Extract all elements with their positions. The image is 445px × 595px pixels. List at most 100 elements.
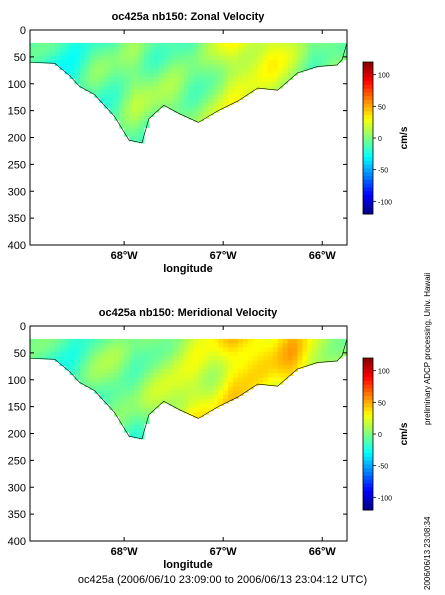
velocity-cell	[34, 51, 41, 57]
velocity-cell	[267, 356, 274, 361]
colorbar-segment	[363, 164, 373, 169]
velocity-cell	[233, 68, 239, 74]
velocity-cell	[218, 386, 224, 392]
velocity-cell	[332, 55, 338, 61]
velocity-cell	[158, 343, 165, 349]
velocity-cell	[134, 416, 140, 422]
colorbar-segment	[363, 77, 373, 82]
velocity-cell	[287, 68, 294, 74]
velocity-cell	[114, 373, 120, 379]
velocity-cell	[119, 77, 125, 83]
velocity-cell	[198, 90, 204, 96]
velocity-cell	[138, 111, 145, 117]
velocity-cell	[104, 77, 110, 83]
velocity-cell	[124, 64, 130, 70]
velocity-cell	[148, 403, 155, 409]
colorbar-segment	[363, 149, 373, 154]
velocity-cell	[208, 407, 214, 412]
velocity-cell	[208, 369, 214, 374]
velocity-cell	[292, 351, 299, 357]
velocity-cell	[74, 64, 81, 70]
velocity-cell	[173, 351, 180, 357]
velocity-cell	[79, 338, 86, 344]
velocity-cell	[138, 412, 145, 417]
velocity-cell	[94, 68, 100, 74]
velocity-cell	[218, 103, 224, 108]
colorbar-segment	[363, 369, 373, 374]
velocity-cell	[193, 68, 200, 74]
velocity-cell	[178, 55, 185, 61]
velocity-cell	[267, 351, 274, 357]
velocity-cell	[188, 116, 195, 120]
velocity-cell	[208, 60, 214, 65]
velocity-cell	[129, 103, 135, 108]
velocity-cell	[267, 64, 274, 70]
velocity-cell	[114, 399, 120, 404]
velocity-cell	[213, 386, 219, 392]
velocity-cell	[193, 111, 200, 117]
velocity-cell	[208, 343, 214, 349]
velocity-cell	[223, 47, 229, 53]
velocity-cell	[173, 364, 180, 370]
velocity-cell	[213, 81, 219, 87]
velocity-cell	[342, 51, 348, 57]
velocity-cell	[193, 60, 200, 65]
velocity-cell	[262, 373, 269, 379]
velocity-cell	[143, 42, 150, 48]
velocity-cell	[198, 343, 204, 349]
velocity-cell	[277, 364, 284, 370]
velocity-cell	[178, 85, 185, 91]
colorbar-segment	[363, 475, 373, 481]
velocity-cell	[183, 103, 190, 108]
velocity-cell	[134, 137, 140, 143]
velocity-cell	[109, 51, 115, 57]
velocity-cell	[119, 390, 125, 396]
velocity-cell	[69, 60, 76, 65]
velocity-cell	[238, 338, 244, 344]
velocity-cell	[168, 356, 175, 361]
chart-title: oc425a nb150: Zonal Velocity	[112, 11, 266, 23]
velocity-cell	[188, 51, 195, 57]
velocity-cell	[238, 381, 244, 387]
velocity-cell	[153, 73, 160, 78]
velocity-cell	[193, 85, 200, 91]
velocity-cell	[203, 42, 209, 48]
velocity-cell	[119, 85, 125, 91]
velocity-cell	[134, 77, 140, 83]
velocity-cell	[114, 51, 120, 57]
velocity-cell	[124, 85, 130, 91]
velocity-cell	[282, 73, 289, 78]
velocity-cell	[168, 85, 175, 91]
velocity-field	[30, 42, 348, 144]
velocity-cell	[89, 338, 95, 344]
velocity-cell	[332, 347, 338, 353]
velocity-cell	[49, 55, 56, 61]
velocity-cell	[138, 90, 145, 96]
velocity-cell	[148, 60, 155, 65]
velocity-cell	[59, 47, 66, 53]
velocity-cell	[153, 94, 160, 100]
velocity-cell	[262, 343, 269, 349]
velocity-cell	[238, 94, 244, 100]
velocity-cell	[84, 381, 91, 387]
colorbar-tick-label: -100	[378, 495, 392, 502]
velocity-cell	[124, 351, 130, 357]
velocity-cell	[138, 60, 145, 65]
velocity-cell	[332, 343, 338, 349]
velocity-cell	[69, 64, 76, 70]
velocity-cell	[317, 60, 323, 65]
velocity-cell	[114, 94, 120, 100]
velocity-cell	[218, 90, 224, 96]
velocity-cell	[74, 343, 81, 349]
velocity-cell	[94, 90, 100, 96]
velocity-cell	[138, 51, 145, 57]
velocity-cell	[297, 356, 304, 361]
time-range-footer: oc425a (2006/06/10 23:09:00 to 2006/06/1…	[77, 574, 368, 586]
velocity-cell	[148, 351, 155, 357]
colorbar-segment	[363, 187, 373, 192]
colorbar-segment	[363, 84, 373, 90]
velocity-cell	[317, 360, 323, 363]
velocity-cell	[203, 47, 209, 53]
velocity-cell	[233, 386, 239, 392]
velocity-cell	[297, 338, 304, 344]
